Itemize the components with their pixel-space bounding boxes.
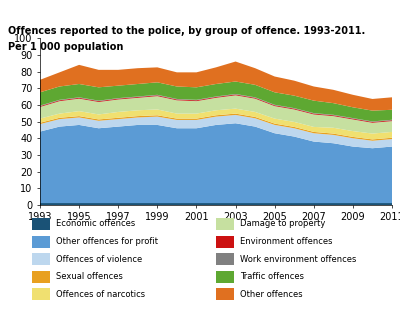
Text: Environment offences: Environment offences — [240, 237, 332, 246]
Text: Per 1 000 population: Per 1 000 population — [8, 42, 123, 52]
Text: Sexual offences: Sexual offences — [56, 272, 123, 281]
Text: Other offences for profit: Other offences for profit — [56, 237, 158, 246]
Text: Offences reported to the police, by group of offence. 1993-2011.: Offences reported to the police, by grou… — [8, 26, 365, 36]
Text: Offences of violence: Offences of violence — [56, 255, 142, 264]
Text: Work environment offences: Work environment offences — [240, 255, 356, 264]
Text: Damage to property: Damage to property — [240, 220, 325, 228]
Text: Traffic offences: Traffic offences — [240, 272, 304, 281]
Text: Other offences: Other offences — [240, 290, 303, 299]
Text: Offences of narcotics: Offences of narcotics — [56, 290, 145, 299]
Text: Economic offences: Economic offences — [56, 220, 135, 228]
